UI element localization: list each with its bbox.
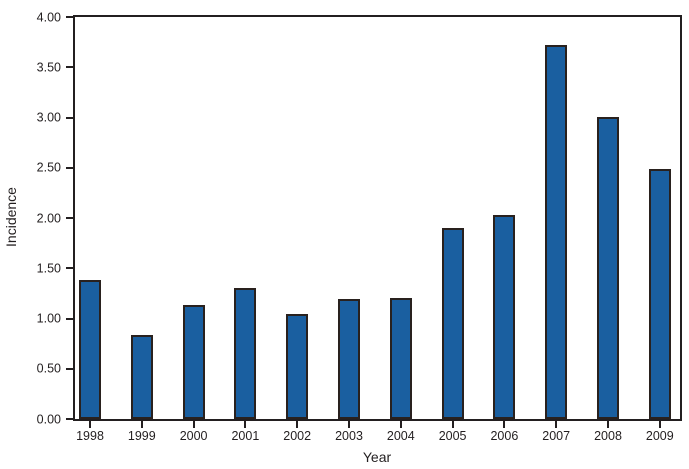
y-tick-mark [66, 367, 73, 370]
chart-bar [389, 298, 412, 419]
chart-bar [648, 168, 671, 419]
x-tick-label: 2005 [438, 429, 467, 443]
chart-bar [597, 116, 619, 419]
chart-bar [234, 288, 257, 419]
x-tick-mark [140, 421, 143, 428]
x-tick-label: 2002 [283, 429, 312, 443]
chart-bar [493, 215, 516, 419]
y-tick-mark [66, 267, 73, 270]
x-tick-label: 2000 [179, 429, 208, 443]
chart-bar [130, 334, 153, 419]
x-tick-mark [503, 421, 506, 428]
x-tick-label: 1998 [76, 429, 104, 443]
x-tick-mark [89, 421, 91, 428]
x-tick-mark [399, 421, 402, 428]
chart-bar [286, 314, 309, 419]
y-tick-label: 3.50 [36, 60, 61, 74]
x-tick-label: 2007 [542, 429, 571, 443]
x-tick-mark [244, 421, 247, 428]
x-tick-label: 2003 [335, 429, 363, 443]
chart-bar [441, 228, 464, 419]
x-tick-label: 1999 [127, 429, 156, 443]
x-tick-label: 2008 [594, 429, 622, 443]
y-tick-mark [66, 317, 73, 320]
x-tick-mark [658, 421, 661, 428]
x-tick-label: 2004 [386, 429, 415, 443]
y-tick-label: 4.00 [36, 9, 61, 24]
x-tick-label: 2006 [490, 429, 519, 443]
x-tick-mark [451, 421, 454, 428]
plot-area: 0.00 0.50 1.00 1.50 2.00 2.50 3.00 3.50 4.00 1998… [37, 11, 682, 442]
y-tick-mark [66, 66, 73, 69]
chart-bar [338, 299, 360, 419]
y-tick-label: 2.00 [36, 210, 61, 225]
chart-bar [545, 45, 568, 419]
y-tick-label: 0.50 [36, 361, 61, 376]
x-tick-label: 2009 [645, 429, 674, 443]
x-axis-title: Year [362, 449, 392, 465]
y-tick-mark [66, 116, 73, 119]
y-tick-label: 0.00 [36, 411, 61, 426]
x-tick-mark [192, 421, 195, 428]
y-tick-mark [66, 16, 73, 18]
x-tick-mark [607, 421, 609, 428]
y-tick-label: 3.00 [36, 110, 61, 125]
x-tick-mark [555, 421, 558, 428]
chart-bar [182, 305, 205, 419]
y-axis-title: Incidence [3, 187, 19, 247]
chart-bar [79, 280, 101, 419]
x-tick-mark [348, 421, 350, 428]
y-tick-label: 1.50 [36, 261, 61, 275]
y-tick-label: 2.50 [36, 160, 61, 175]
y-tick-mark [66, 217, 73, 219]
y-tick-label: 1.00 [36, 311, 61, 326]
x-tick-mark [296, 421, 299, 428]
x-tick-label: 2001 [231, 429, 260, 443]
y-tick-mark [66, 418, 73, 420]
y-tick-mark [66, 166, 73, 169]
